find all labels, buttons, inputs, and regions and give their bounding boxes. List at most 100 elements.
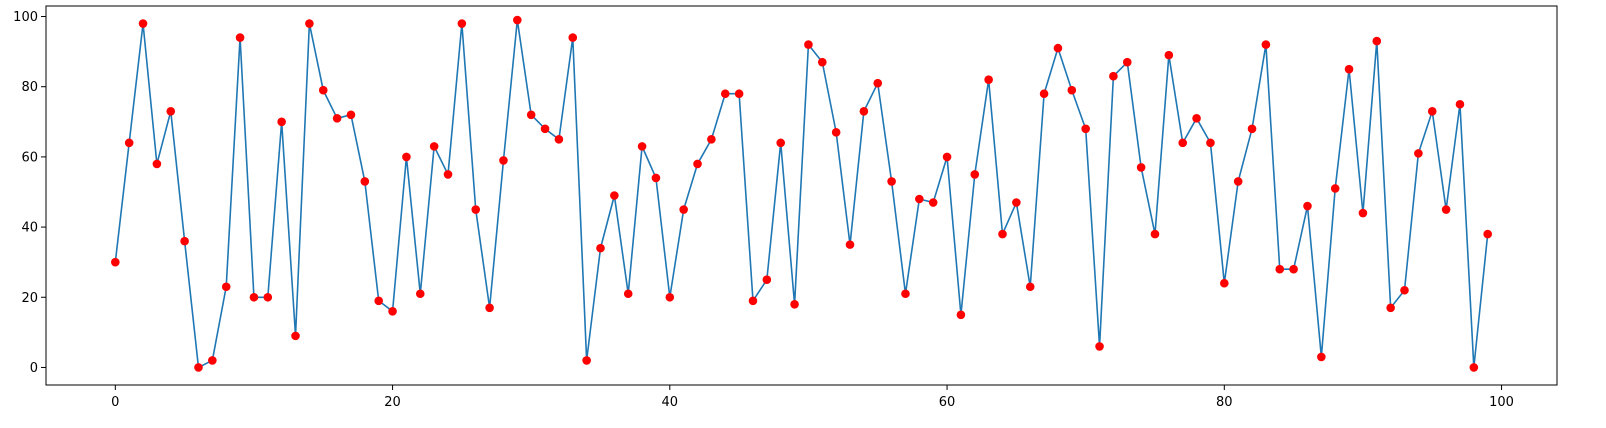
data-point [235,33,245,42]
data-point [249,292,259,302]
data-point [457,19,467,28]
plot-frame [45,5,1558,386]
data-point [734,89,744,99]
data-point [790,299,799,309]
data-point [817,57,827,67]
data-point [318,85,328,95]
data-point [208,356,217,365]
data-point [194,363,203,372]
data-point [887,177,896,186]
data-point [138,19,148,28]
data-point [111,257,120,267]
data-point [665,292,675,302]
y-tick-label: 40 [21,221,38,236]
data-point [1469,363,1479,372]
data-point [1414,149,1423,158]
data-point [693,159,702,169]
x-axis: 0 20 40 60 80 100 [111,385,1514,410]
y-tick-label: 0 [30,361,38,376]
data-point [1220,278,1229,288]
data-point [1206,138,1215,148]
y-tick-label: 20 [21,291,38,306]
data-point [1053,43,1063,53]
data-point [485,303,494,313]
data-point [1427,106,1437,116]
data-point [1178,138,1188,148]
data-point [513,15,522,25]
data-point [1441,205,1451,214]
data-point [499,156,508,165]
data-point [1483,229,1492,239]
data-point [915,194,924,204]
data-point [1081,124,1090,134]
data-point [804,40,813,49]
data-point [1330,184,1340,193]
y-axis: 0 20 40 60 80 100 [13,10,46,376]
data-point [1067,85,1077,95]
data-point [707,135,716,144]
data-point [1261,40,1271,49]
data-point [1095,342,1104,351]
data-point [1289,264,1298,274]
data-point [180,236,189,246]
y-tick-label: 100 [13,10,38,25]
data-point [762,275,772,285]
data-point [901,289,910,299]
x-tick-label: 80 [1216,395,1233,410]
data-point [873,78,883,88]
data-point [596,243,605,253]
data-point [568,33,578,42]
data-point [651,173,661,183]
data-point [859,106,869,116]
data-point [402,152,411,162]
data-point [1192,114,1201,123]
data-point [1372,36,1382,46]
axes [45,5,1558,386]
y-tick-label: 80 [21,80,38,95]
data-point [1400,285,1409,295]
x-tick-label: 0 [111,395,119,410]
data-point [526,110,536,120]
data-point [152,159,162,169]
data-point [970,170,980,179]
data-point [429,142,439,151]
data-point [1164,50,1174,60]
data-point [610,191,619,200]
data-point [845,240,855,249]
data-point [415,289,425,299]
data-point [388,307,397,316]
data-point [346,110,356,120]
data-point [277,117,286,127]
data-point [942,152,952,162]
data-point [291,331,300,341]
series-line [114,19,1489,369]
data-point [928,198,938,207]
data-point [1344,64,1354,74]
plot-area [111,15,1492,372]
data-point [984,75,993,84]
data-point [748,296,758,306]
data-point [679,205,688,214]
data-point [554,135,564,144]
data-point [1012,198,1021,207]
data-point [1317,352,1326,362]
data-point [360,177,370,186]
data-point [1122,57,1132,67]
data-point [956,310,966,320]
data-point [1025,282,1035,292]
x-tick-label: 100 [1489,395,1514,410]
data-point [374,296,384,306]
x-tick-label: 40 [662,395,679,410]
data-point [1150,229,1160,239]
data-point [1109,71,1118,81]
data-point [720,89,730,99]
data-point [221,282,231,292]
data-point [1233,177,1243,186]
data-point [623,289,633,299]
data-point [776,138,786,148]
data-point [1247,124,1257,134]
data-point [831,128,841,137]
data-point [1455,99,1465,109]
data-point [582,356,591,365]
